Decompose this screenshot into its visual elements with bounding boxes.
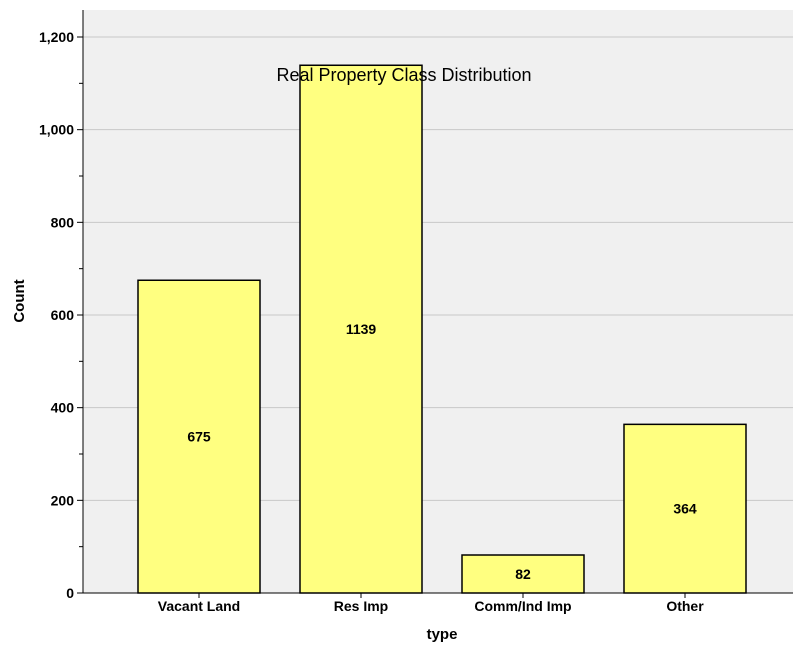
y-tick-label: 1,000 (39, 122, 74, 138)
y-axis-title: Count (11, 279, 28, 322)
y-tick-label: 600 (51, 307, 75, 323)
bar-value-label: 1139 (346, 321, 377, 337)
y-axis: 0 200 400 600 800 1,000 1,200 (39, 10, 84, 601)
bar-value-label: 82 (515, 566, 531, 582)
x-axis: Vacant Land Res Imp Comm/Ind Imp Other (83, 592, 793, 614)
y-tick-label: 0 (66, 585, 74, 601)
chart-title: Real Property Class Distribution (276, 65, 531, 85)
y-tick-label: 200 (51, 492, 75, 508)
y-tick-label: 400 (51, 400, 75, 416)
x-category-label: Comm/Ind Imp (474, 598, 571, 614)
x-category-label: Vacant Land (158, 598, 240, 614)
bar-value-label: 675 (187, 429, 211, 445)
x-category-label: Other (666, 598, 704, 614)
x-axis-title: type (427, 626, 458, 643)
bar (137, 279, 261, 594)
x-category-label: Res Imp (334, 598, 388, 614)
data-labels: 675 1139 82 364 (187, 321, 697, 582)
bars (137, 64, 747, 594)
y-tick-label: 800 (51, 214, 75, 230)
y-tick-label: 1,200 (39, 29, 74, 45)
bar-value-label: 364 (673, 501, 697, 517)
